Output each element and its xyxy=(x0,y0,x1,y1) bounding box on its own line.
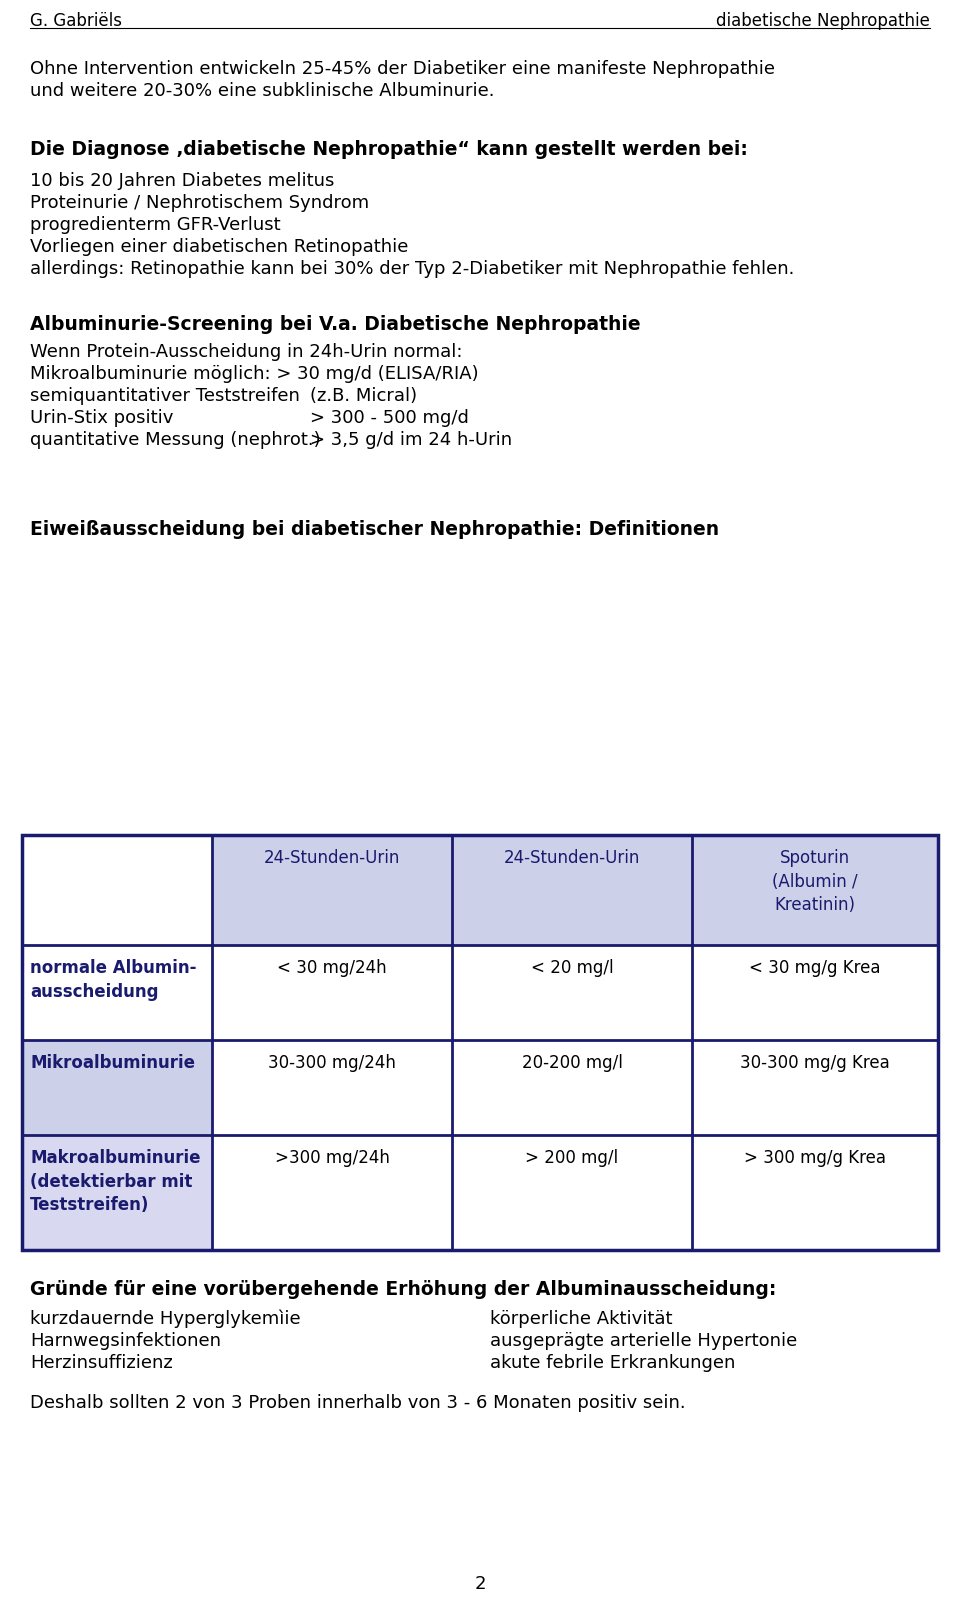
Text: Makroalbuminurie
(detektierbar mit
Teststreifen): Makroalbuminurie (detektierbar mit Tests… xyxy=(30,1149,201,1214)
Text: allerdings: Retinopathie kann bei 30% der Typ 2-Diabetiker mit Nephropathie fehl: allerdings: Retinopathie kann bei 30% de… xyxy=(30,260,794,278)
Bar xyxy=(22,1135,212,1250)
Bar xyxy=(22,944,212,1040)
Text: Wenn Protein-Ausscheidung in 24h-Urin normal:: Wenn Protein-Ausscheidung in 24h-Urin no… xyxy=(30,344,463,361)
Text: (z.B. Micral): (z.B. Micral) xyxy=(310,387,418,404)
Text: 10 bis 20 Jahren Diabetes melitus: 10 bis 20 Jahren Diabetes melitus xyxy=(30,173,334,190)
Text: 24-Stunden-Urin: 24-Stunden-Urin xyxy=(264,849,400,868)
Text: Spoturin
(Albumin /
Kreatinin): Spoturin (Albumin / Kreatinin) xyxy=(772,849,858,914)
Text: akute febrile Erkrankungen: akute febrile Erkrankungen xyxy=(490,1354,735,1373)
Text: Ohne Intervention entwickeln 25-45% der Diabetiker eine manifeste Nephropathie: Ohne Intervention entwickeln 25-45% der … xyxy=(30,61,775,78)
Text: 2: 2 xyxy=(474,1576,486,1593)
Text: < 30 mg/24h: < 30 mg/24h xyxy=(277,959,387,976)
Text: 30-300 mg/g Krea: 30-300 mg/g Krea xyxy=(740,1055,890,1072)
Text: > 300 mg/g Krea: > 300 mg/g Krea xyxy=(744,1149,886,1167)
Text: kurzdauernde Hyperglykemìie: kurzdauernde Hyperglykemìie xyxy=(30,1310,300,1328)
Text: diabetische Nephropathie: diabetische Nephropathie xyxy=(716,13,930,30)
Text: < 20 mg/l: < 20 mg/l xyxy=(531,959,613,976)
Text: Urin-Stix positiv: Urin-Stix positiv xyxy=(30,409,174,427)
Bar xyxy=(212,836,452,944)
Text: körperliche Aktivität: körperliche Aktivität xyxy=(490,1310,673,1328)
Text: semiquantitativer Teststreifen: semiquantitativer Teststreifen xyxy=(30,387,300,404)
Bar xyxy=(22,836,938,1250)
Text: > 3,5 g/d im 24 h-Urin: > 3,5 g/d im 24 h-Urin xyxy=(310,431,512,449)
Text: quantitative Messung (nephrot.): quantitative Messung (nephrot.) xyxy=(30,431,321,449)
Text: G. Gabriëls: G. Gabriëls xyxy=(30,13,122,30)
Text: Mikroalbuminurie: Mikroalbuminurie xyxy=(30,1055,195,1072)
Text: ausgeprägte arterielle Hypertonie: ausgeprägte arterielle Hypertonie xyxy=(490,1333,797,1350)
Bar xyxy=(22,1040,212,1135)
Text: Gründe für eine vorübergehende Erhöhung der Albuminausscheidung:: Gründe für eine vorübergehende Erhöhung … xyxy=(30,1280,777,1299)
Text: 20-200 mg/l: 20-200 mg/l xyxy=(521,1055,622,1072)
Text: Albuminurie-Screening bei V.a. Diabetische Nephropathie: Albuminurie-Screening bei V.a. Diabetisc… xyxy=(30,315,640,334)
Bar xyxy=(452,836,692,944)
Text: > 300 - 500 mg/d: > 300 - 500 mg/d xyxy=(310,409,468,427)
Text: 30-300 mg/24h: 30-300 mg/24h xyxy=(268,1055,396,1072)
Bar xyxy=(692,836,938,944)
Text: Die Diagnose ‚diabetische Nephropathie“ kann gestellt werden bei:: Die Diagnose ‚diabetische Nephropathie“ … xyxy=(30,141,748,158)
Text: Mikroalbuminurie möglich: > 30 mg/d (ELISA/RIA): Mikroalbuminurie möglich: > 30 mg/d (ELI… xyxy=(30,364,479,384)
Text: progredienterm GFR-Verlust: progredienterm GFR-Verlust xyxy=(30,216,280,233)
Text: Vorliegen einer diabetischen Retinopathie: Vorliegen einer diabetischen Retinopathi… xyxy=(30,238,408,256)
Text: 24-Stunden-Urin: 24-Stunden-Urin xyxy=(504,849,640,868)
Text: und weitere 20-30% eine subklinische Albuminurie.: und weitere 20-30% eine subklinische Alb… xyxy=(30,81,494,101)
Text: normale Albumin-
ausscheidung: normale Albumin- ausscheidung xyxy=(30,959,197,1000)
Text: Deshalb sollten 2 von 3 Proben innerhalb von 3 - 6 Monaten positiv sein.: Deshalb sollten 2 von 3 Proben innerhalb… xyxy=(30,1393,685,1413)
Text: Harnwegsinfektionen: Harnwegsinfektionen xyxy=(30,1333,221,1350)
Text: Herzinsuffizienz: Herzinsuffizienz xyxy=(30,1354,173,1373)
Text: Proteinurie / Nephrotischem Syndrom: Proteinurie / Nephrotischem Syndrom xyxy=(30,193,370,213)
Text: > 200 mg/l: > 200 mg/l xyxy=(525,1149,618,1167)
Text: < 30 mg/g Krea: < 30 mg/g Krea xyxy=(749,959,880,976)
Text: Eiweißausscheidung bei diabetischer Nephropathie: Definitionen: Eiweißausscheidung bei diabetischer Neph… xyxy=(30,519,719,539)
Text: >300 mg/24h: >300 mg/24h xyxy=(275,1149,390,1167)
